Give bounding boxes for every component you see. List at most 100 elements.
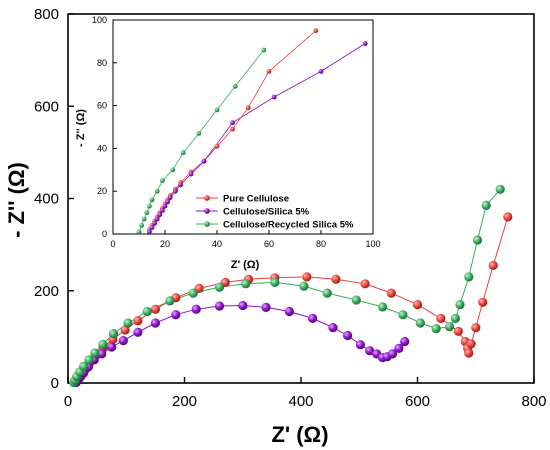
- inset-plot-frame: [112, 19, 374, 235]
- y-tick-label: 100: [92, 15, 107, 25]
- legend-marker-pure-cellulose: [204, 195, 210, 201]
- y-tick-label: 0: [51, 375, 59, 392]
- y-tick-label: 600: [34, 98, 59, 115]
- main-series-layer: [69, 184, 513, 388]
- y-tick-label: 60: [97, 101, 107, 111]
- data-point-cellulose-recycled-silica: [149, 197, 155, 203]
- data-point-cellulose-silica: [328, 323, 338, 333]
- x-tick-label: 100: [365, 239, 380, 249]
- data-point-cellulose-recycled-silica: [154, 188, 160, 194]
- x-tick-label: 800: [521, 393, 546, 410]
- data-point-cellulose-recycled-silica: [241, 279, 251, 289]
- y-tick-label: 800: [34, 6, 59, 23]
- data-point-cellulose-silica: [284, 306, 294, 317]
- x-tick-label: 400: [288, 393, 313, 410]
- x-tick-label: 20: [160, 239, 170, 249]
- data-point-cellulose-recycled-silica: [455, 300, 465, 310]
- data-point-cellulose-silica: [160, 208, 165, 213]
- data-point-cellulose-silica: [362, 41, 368, 46]
- data-point-cellulose-silica: [178, 182, 184, 188]
- data-point-cellulose-recycled-silica: [431, 324, 441, 334]
- legend-marker-cellulose-recycled-silica: [204, 221, 210, 227]
- data-point-pure-cellulose: [478, 297, 488, 307]
- data-point-cellulose-recycled-silica: [378, 302, 388, 312]
- data-point-cellulose-recycled-silica: [214, 107, 220, 113]
- y-tick-label: 40: [97, 143, 107, 153]
- data-point-cellulose-recycled-silica: [398, 310, 408, 320]
- y-tick-label: 200: [34, 283, 59, 300]
- data-point-pure-cellulose: [488, 260, 498, 270]
- data-point-cellulose-recycled-silica: [180, 150, 186, 156]
- data-point-cellulose-silica: [167, 195, 173, 201]
- x-tick-label: 80: [316, 239, 326, 249]
- data-point-pure-cellulose: [471, 323, 481, 333]
- main-x-axis-title: Z' (Ω): [271, 422, 328, 447]
- data-point-pure-cellulose: [133, 316, 143, 326]
- data-point-cellulose-silica: [165, 199, 171, 205]
- inset-axis-ticks: 0 20 40 60 80 100 0 20 40 60 80 100: [92, 15, 381, 249]
- data-point-cellulose-recycled-silica: [351, 295, 361, 305]
- data-point-pure-cellulose: [150, 304, 160, 314]
- data-point-cellulose-recycled-silica: [139, 223, 145, 228]
- data-point-cellulose-silica: [318, 69, 324, 74]
- main-y-axis-title: - Z'' (Ω): [4, 162, 29, 238]
- data-point-cellulose-silica: [162, 203, 168, 209]
- legend-marker-cellulose-silica: [204, 208, 210, 214]
- data-point-pure-cellulose: [386, 288, 396, 298]
- data-point-cellulose-recycled-silica: [142, 306, 152, 317]
- data-point-pure-cellulose: [266, 69, 272, 74]
- data-point-cellulose-silica: [118, 336, 128, 346]
- legend-label-cellulose-recycled-silica: Cellulose/Recycled Silica 5%: [223, 220, 354, 231]
- data-point-cellulose-silica: [149, 225, 155, 231]
- data-point-cellulose-silica: [152, 220, 158, 226]
- data-point-cellulose-silica: [387, 349, 398, 359]
- data-point-cellulose-recycled-silica: [170, 167, 176, 173]
- data-point-cellulose-silica: [365, 346, 375, 356]
- data-point-cellulose-silica: [214, 301, 225, 311]
- data-point-pure-cellulose: [230, 126, 236, 132]
- data-point-cellulose-recycled-silica: [495, 184, 505, 194]
- data-point-cellulose-recycled-silica: [464, 272, 474, 282]
- data-point-pure-cellulose: [302, 272, 312, 282]
- legend: Pure Cellulose Cellulose/Silica 5% Cellulo…: [196, 194, 354, 231]
- data-point-pure-cellulose: [436, 313, 446, 323]
- data-point-cellulose-recycled-silica: [232, 83, 238, 89]
- data-point-pure-cellulose: [360, 279, 370, 289]
- data-point-pure-cellulose: [313, 28, 319, 34]
- data-point-cellulose-recycled-silica: [123, 318, 133, 328]
- data-point-cellulose-recycled-silica: [141, 216, 147, 222]
- data-point-cellulose-recycled-silica: [147, 203, 152, 209]
- data-point-cellulose-silica: [271, 94, 277, 100]
- legend-label-pure-cellulose: Pure Cellulose: [223, 194, 289, 205]
- data-point-pure-cellulose: [464, 348, 474, 358]
- data-point-cellulose-silica: [107, 342, 117, 352]
- inset-series-layer: [136, 28, 368, 235]
- data-point-cellulose-recycled-silica: [481, 200, 491, 210]
- data-point-cellulose-silica: [394, 343, 404, 353]
- series-line-pure-cellulose: [75, 216, 509, 383]
- data-point-cellulose-silica: [400, 336, 410, 347]
- data-point-cellulose-silica: [261, 302, 271, 312]
- data-point-cellulose-silica: [173, 188, 178, 194]
- data-point-pure-cellulose: [245, 105, 251, 111]
- y-tick-label: 20: [97, 186, 107, 196]
- data-point-cellulose-recycled-silica: [196, 131, 202, 136]
- x-tick-label: 0: [110, 239, 115, 249]
- data-point-cellulose-recycled-silica: [299, 281, 309, 291]
- x-tick-label: 200: [172, 393, 197, 410]
- data-point-cellulose-recycled-silica: [270, 277, 280, 287]
- data-point-cellulose-recycled-silica: [90, 348, 100, 358]
- data-point-cellulose-silica: [154, 216, 160, 222]
- data-point-cellulose-silica: [308, 313, 318, 323]
- inset-x-axis-title: Z' (Ω): [231, 259, 260, 271]
- legend-label-cellulose-silica: Cellulose/Silica 5%: [223, 207, 310, 218]
- data-point-cellulose-silica: [171, 310, 181, 320]
- data-point-pure-cellulose: [503, 212, 513, 222]
- data-point-cellulose-recycled-silica: [450, 313, 460, 323]
- x-tick-label: 0: [64, 393, 72, 410]
- inset-y-axis-title: - Z'' (Ω): [75, 109, 87, 147]
- data-point-cellulose-silica: [97, 349, 107, 359]
- inset-plot: 0 20 40 60 80 100 0 20 40 60 80 100 Z' (Ω) - Z'' (Ω…: [75, 15, 381, 271]
- data-point-cellulose-silica: [230, 120, 236, 126]
